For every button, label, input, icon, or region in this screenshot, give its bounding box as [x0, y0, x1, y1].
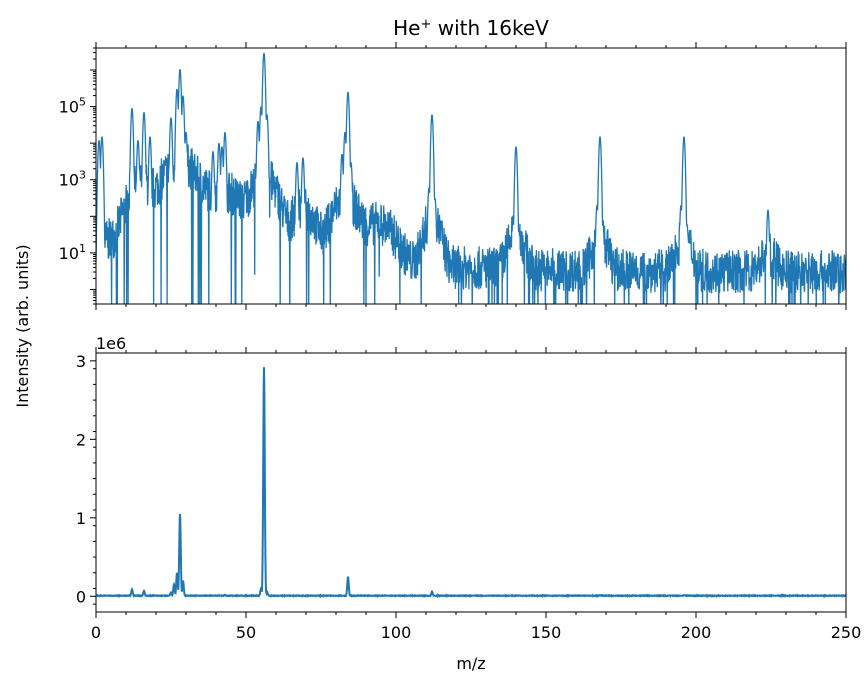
x-tick-label: 50 — [236, 623, 256, 642]
bottom-y-tick-label: 2 — [76, 430, 86, 449]
bottom-y-tick-label: 0 — [76, 587, 86, 606]
chart-title: He+ with 16keV — [393, 16, 549, 40]
x-axis-label: m/z — [456, 654, 485, 673]
top-plot-area — [96, 52, 846, 304]
x-tick-label: 150 — [531, 623, 562, 642]
top-spectrum-line — [96, 52, 846, 304]
top-y-tick-base: 10 — [59, 171, 79, 190]
bottom-y-tick-label: 1 — [76, 509, 86, 528]
bottom-x-ticks: 0 50 100 150 200 250 — [91, 347, 861, 642]
y-axis-label: Intensity (arb. units) — [13, 244, 32, 407]
top-y-tick-base: 10 — [59, 244, 79, 263]
top-axes-frame — [95, 47, 847, 305]
x-tick-label: 0 — [91, 623, 101, 642]
x-tick-label: 100 — [381, 623, 412, 642]
top-y-tick-label: 105 — [59, 96, 86, 117]
offset-label: 1e6 — [96, 334, 126, 353]
top-y-tick-label: 101 — [59, 242, 86, 263]
bottom-spectrum-line — [95, 367, 847, 599]
bottom-y-ticks: 0 1 2 3 — [76, 352, 96, 606]
top-y-tick-exp: 3 — [79, 169, 86, 182]
top-y-tick-exp: 1 — [79, 242, 86, 255]
top-y-tick-base: 10 — [59, 98, 79, 117]
top-y-tick-exp: 5 — [79, 96, 86, 109]
bottom-plot-area — [95, 367, 847, 599]
x-tick-label: 250 — [831, 623, 862, 642]
bottom-y-tick-label: 3 — [76, 352, 86, 371]
x-tick-label: 200 — [681, 623, 712, 642]
top-y-tick-label: 103 — [59, 169, 86, 190]
bottom-axes-frame — [95, 352, 847, 613]
bottom-panel-linear: 0 1 2 3 0 50 100 150 200 250 1e6 m/z — [76, 334, 861, 673]
